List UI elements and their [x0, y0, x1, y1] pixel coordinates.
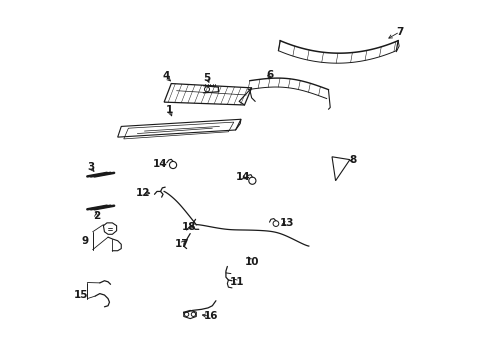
Text: 14: 14	[153, 159, 167, 169]
Text: 18: 18	[182, 222, 196, 232]
Text: 16: 16	[203, 311, 217, 321]
Text: 2: 2	[92, 211, 100, 221]
Text: 1: 1	[165, 105, 173, 115]
Text: 6: 6	[265, 69, 273, 80]
Text: 15: 15	[74, 290, 88, 300]
Text: 9: 9	[82, 236, 89, 246]
Text: 3: 3	[87, 162, 94, 172]
Text: 17: 17	[174, 239, 189, 249]
Text: 4: 4	[162, 71, 169, 81]
Text: 7: 7	[395, 27, 403, 37]
Text: 5: 5	[203, 73, 210, 83]
Text: 13: 13	[280, 218, 294, 228]
Text: 10: 10	[244, 257, 258, 267]
Text: 14: 14	[235, 172, 249, 182]
Text: 8: 8	[349, 156, 356, 165]
Text: 11: 11	[229, 277, 244, 287]
Text: 12: 12	[135, 188, 150, 198]
